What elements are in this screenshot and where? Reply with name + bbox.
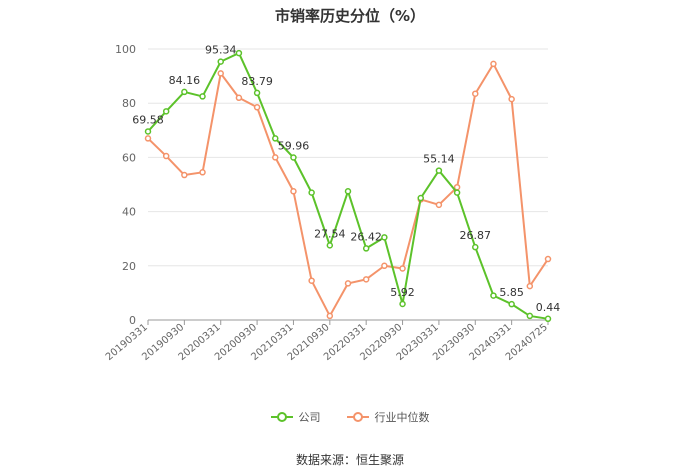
data-label: 5.85 xyxy=(499,286,524,299)
data-point-industry xyxy=(526,282,534,290)
data-point-company xyxy=(544,315,552,323)
legend-label-company: 公司 xyxy=(298,411,321,424)
data-point-industry xyxy=(290,188,297,195)
data-point-company xyxy=(435,167,443,174)
y-tick-label: 0 xyxy=(129,314,136,327)
data-point-industry xyxy=(253,104,261,111)
data-point-company xyxy=(490,292,497,299)
data-point-company xyxy=(399,300,406,308)
data-label: 69.58 xyxy=(132,113,164,126)
data-label: 95.34 xyxy=(205,44,237,57)
data-label: 5.92 xyxy=(390,286,415,299)
data-point-company xyxy=(308,189,315,196)
data-point-industry xyxy=(272,154,279,161)
y-tick-label: 20 xyxy=(122,260,136,273)
data-label: 26.42 xyxy=(350,230,382,243)
data-point-industry xyxy=(199,169,206,176)
y-tick-label: 80 xyxy=(122,97,136,110)
data-point-industry xyxy=(435,201,443,209)
data-label: 0.44 xyxy=(536,301,561,314)
data-label: 26.87 xyxy=(460,229,492,242)
legend-label-industry: 行业中位数 xyxy=(374,411,430,424)
data-point-company xyxy=(253,89,261,97)
data-point-company xyxy=(453,189,461,196)
legend-swatch-company xyxy=(270,411,293,423)
data-point-company xyxy=(290,154,297,161)
data-point-company xyxy=(417,194,424,202)
legend-item-industry[interactable]: 行业中位数 xyxy=(346,409,430,425)
data-label: 83.79 xyxy=(241,75,273,88)
series-lines xyxy=(144,49,552,323)
data-point-company xyxy=(144,128,152,135)
data-label: 55.14 xyxy=(423,153,455,166)
data-labels: 69.58 84.16 95.34 83.79 59.96 27.54 26.42 5.92 5… xyxy=(132,44,560,314)
data-label: 84.16 xyxy=(169,74,201,87)
data-point-industry xyxy=(144,135,152,142)
data-point-company xyxy=(508,300,515,308)
data-point-industry xyxy=(308,277,315,284)
chart-canvas: 0204060801002019033120190930202003312020… xyxy=(104,43,560,363)
data-point-company xyxy=(344,188,352,195)
series-line-company xyxy=(147,52,549,320)
data-point-industry xyxy=(544,255,552,263)
y-tick-label: 60 xyxy=(122,151,136,164)
data-point-industry xyxy=(162,152,170,160)
data-source: 数据来源：恒生聚源 xyxy=(295,453,404,467)
data-point-industry xyxy=(181,171,188,179)
data-point-company xyxy=(272,135,279,142)
data-point-company xyxy=(326,242,334,249)
data-point-company xyxy=(181,88,188,96)
data-point-industry xyxy=(472,90,479,97)
data-point-industry xyxy=(508,95,515,103)
data-point-company xyxy=(217,58,224,65)
legend-swatch-industry xyxy=(346,411,369,423)
chart-title: 市销率历史分位（%） xyxy=(274,7,426,25)
data-point-company xyxy=(162,108,170,115)
data-point-company xyxy=(362,245,370,252)
legend: 公司 行业中位数 xyxy=(0,409,700,425)
data-point-industry xyxy=(326,312,334,320)
data-point-industry xyxy=(217,70,224,77)
data-point-company xyxy=(526,312,534,320)
data-point-industry xyxy=(235,94,243,102)
data-point-industry xyxy=(399,265,406,272)
data-point-industry xyxy=(490,60,497,68)
y-tick-label: 40 xyxy=(122,206,136,219)
data-point-industry xyxy=(362,276,370,283)
data-point-company xyxy=(235,49,243,57)
data-label: 59.96 xyxy=(278,140,310,153)
data-point-company xyxy=(199,93,206,100)
data-point-company xyxy=(381,234,388,241)
data-point-industry xyxy=(344,280,352,287)
data-label: 27.54 xyxy=(314,227,346,240)
y-tick-label: 100 xyxy=(115,43,136,56)
data-point-company xyxy=(472,243,479,251)
data-point-industry xyxy=(381,262,388,270)
legend-item-company[interactable]: 公司 xyxy=(270,409,321,425)
